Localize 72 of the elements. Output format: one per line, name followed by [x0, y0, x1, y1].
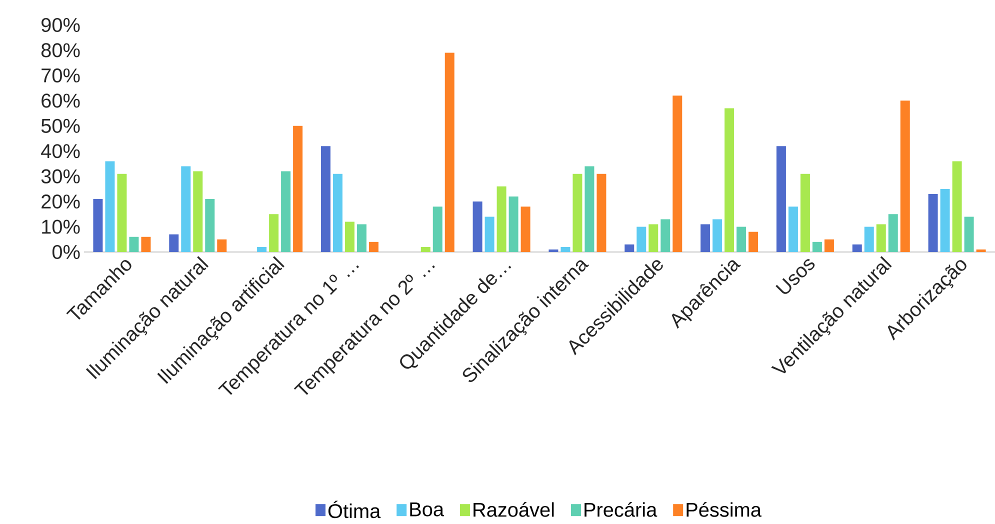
y-tick-label: 20% [42, 194, 80, 209]
bar [432, 206, 442, 252]
bar [444, 52, 454, 252]
bar [169, 234, 179, 252]
bar [508, 196, 518, 252]
bar [205, 199, 215, 252]
y-tick-label: 80% [41, 43, 80, 58]
bar [520, 206, 530, 252]
bar [572, 174, 582, 252]
y-tick-label: 70% [42, 68, 80, 82]
bar [105, 161, 115, 252]
bar [976, 249, 986, 252]
bar [876, 224, 886, 252]
bar [344, 222, 354, 252]
bar [812, 242, 822, 252]
y-tick-label: 90% [42, 18, 80, 32]
bar [269, 214, 279, 252]
bar [548, 249, 558, 252]
bar [736, 226, 746, 252]
bar [672, 96, 682, 252]
bar [776, 146, 786, 252]
bar [141, 236, 151, 252]
bar [368, 242, 378, 252]
bar [420, 246, 430, 252]
bar [129, 236, 139, 252]
bar [928, 194, 938, 252]
bar [636, 226, 646, 252]
bar [800, 174, 810, 252]
bar [217, 239, 227, 252]
bar [496, 186, 506, 252]
bar [484, 216, 494, 252]
bar [181, 166, 191, 252]
bar [257, 246, 267, 252]
bar [624, 244, 634, 252]
bar [93, 199, 103, 252]
bar [332, 174, 342, 252]
bar [320, 146, 330, 252]
y-tick-label: 30% [41, 169, 80, 184]
bar [900, 100, 910, 252]
bar [888, 214, 898, 252]
bar [193, 171, 203, 252]
y-tick-label: 40% [41, 144, 80, 158]
bar [724, 108, 734, 252]
bar [472, 202, 482, 252]
bar [940, 188, 950, 252]
y-tick-label: 0% [52, 244, 80, 260]
legend-label: Ótima [328, 500, 381, 518]
bar [356, 224, 366, 252]
bar [788, 206, 798, 252]
bar [560, 246, 570, 252]
bar [824, 239, 834, 252]
y-tick-label: 60% [42, 94, 80, 108]
bar [281, 171, 291, 252]
bar [293, 126, 303, 252]
y-tick-label: 10% [42, 220, 80, 234]
bar [660, 219, 670, 252]
legend-label: Razoável [474, 502, 554, 517]
bar [748, 232, 758, 252]
bar [700, 224, 710, 252]
legend-label: Precária [584, 502, 658, 517]
bar [964, 216, 974, 252]
bar [712, 219, 722, 252]
bar [648, 224, 658, 252]
bar [117, 174, 127, 252]
legend-label: Boa [410, 502, 444, 516]
bar [852, 244, 862, 252]
bar [596, 174, 606, 252]
bar [864, 226, 874, 252]
bar [584, 166, 594, 252]
y-tick-label: 50% [41, 118, 80, 133]
bar [952, 161, 962, 252]
legend-label: Péssima [686, 502, 762, 517]
